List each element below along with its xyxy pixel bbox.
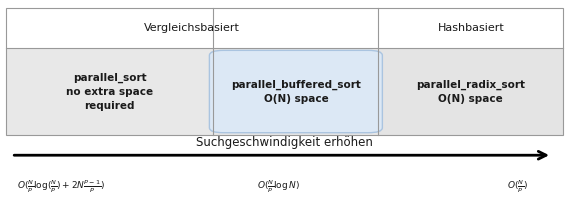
Bar bbox=[6, 8, 563, 135]
Text: Hashbasiert: Hashbasiert bbox=[438, 23, 504, 33]
Bar bbox=[213, 48, 378, 135]
FancyBboxPatch shape bbox=[209, 50, 382, 133]
Text: parallel_radix_sort
O(N) space: parallel_radix_sort O(N) space bbox=[417, 79, 525, 104]
Bar bbox=[6, 48, 213, 135]
Bar bbox=[6, 8, 563, 48]
Text: Suchgeschwindigkeit erhöhen: Suchgeschwindigkeit erhöhen bbox=[196, 136, 373, 149]
Text: $O(\frac{N}{P})$: $O(\frac{N}{P})$ bbox=[507, 179, 529, 195]
Text: Vergleichsbasiert: Vergleichsbasiert bbox=[144, 23, 240, 33]
Bar bbox=[378, 48, 563, 135]
Text: $O(\frac{N}{P}\log N)$: $O(\frac{N}{P}\log N)$ bbox=[257, 179, 300, 195]
Text: $O(\frac{N}{P}\log(\frac{N}{P})+2N\frac{P-1}{P})$: $O(\frac{N}{P}\log(\frac{N}{P})+2N\frac{… bbox=[17, 179, 105, 195]
Text: parallel_buffered_sort
O(N) space: parallel_buffered_sort O(N) space bbox=[231, 79, 361, 104]
Text: parallel_sort
no extra space
required: parallel_sort no extra space required bbox=[66, 72, 153, 111]
